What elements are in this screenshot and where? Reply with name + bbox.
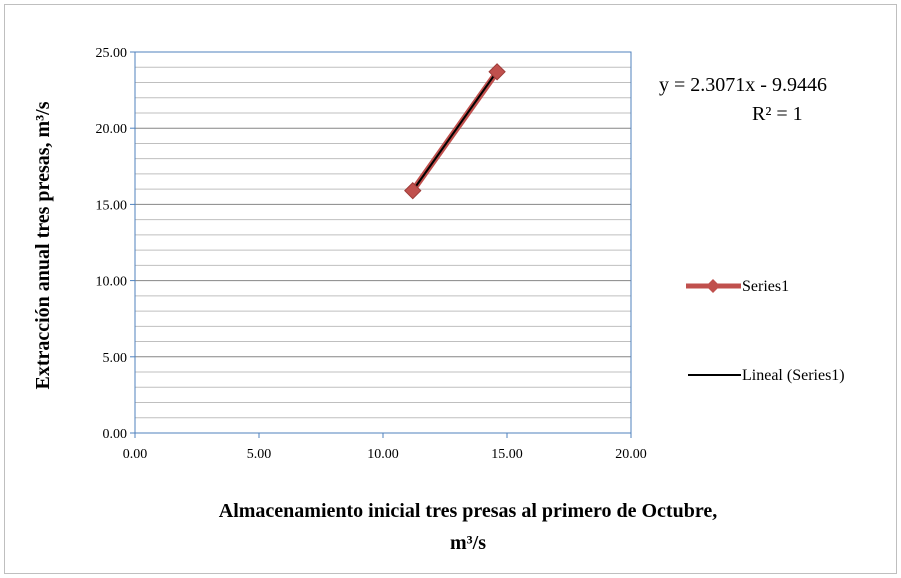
legend: Series1 Lineal (Series1) xyxy=(686,278,845,384)
trendline-equation: y = 2.3071x - 9.9446 xyxy=(659,74,827,96)
chart-frame xyxy=(4,4,897,574)
chart-marks xyxy=(404,63,506,200)
legend-trendline-label: Lineal (Series1) xyxy=(742,367,845,384)
x-tick-label: 0.00 xyxy=(123,447,148,462)
y-tick-label: 0.00 xyxy=(103,427,128,442)
legend-series1-label: Series1 xyxy=(742,278,789,295)
y-tick-label: 25.00 xyxy=(96,46,128,61)
x-tick-label: 15.00 xyxy=(491,447,523,462)
series1-point xyxy=(404,181,422,200)
y-tick-label: 15.00 xyxy=(96,198,128,213)
y-tick-label: 5.00 xyxy=(103,351,128,366)
legend-series1-marker xyxy=(706,279,720,293)
series1-point xyxy=(488,63,506,81)
y-tick-label: 10.00 xyxy=(96,275,128,290)
y-tick-label: 20.00 xyxy=(96,122,128,137)
plot-area xyxy=(134,51,632,434)
x-tick-label: 5.00 xyxy=(247,447,272,462)
x-axis-title-line1: Almacenamiento inicial tres presas al pr… xyxy=(219,500,717,522)
x-tick-label: 10.00 xyxy=(367,447,399,462)
tick-labels: 0.00 5.00 10.00 15.00 20.00 25.00 0.00 5.00 10.0… xyxy=(96,46,647,462)
trendline-r-squared: R² = 1 xyxy=(752,103,803,125)
x-tick-label: 20.00 xyxy=(615,447,647,462)
gridlines xyxy=(135,66,631,419)
trendline xyxy=(411,70,498,192)
y-axis-title: Extracción anual tres presas, m³/s xyxy=(32,101,54,389)
x-axis-title-line2: m³/s xyxy=(450,532,486,554)
